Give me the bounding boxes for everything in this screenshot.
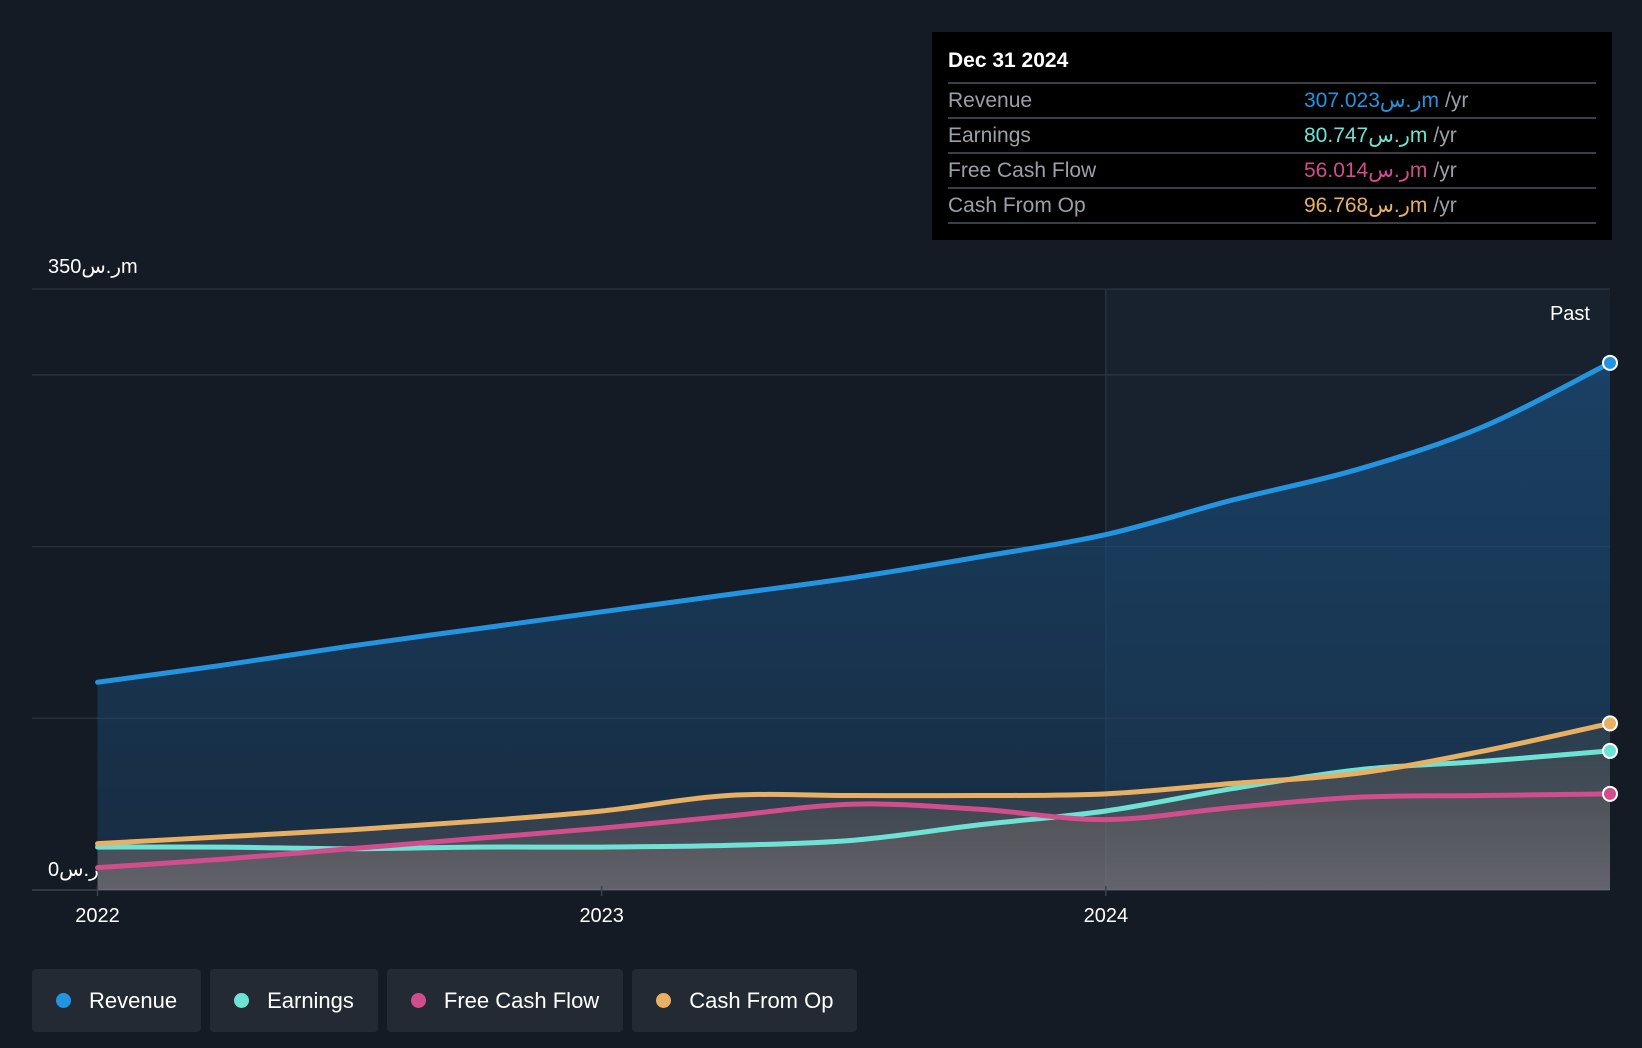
legend-item-free-cash-flow[interactable]: Free Cash Flow	[386, 969, 624, 1032]
legend-item-revenue[interactable]: Revenue	[32, 969, 202, 1032]
tooltip-value: 307.023ر.سm	[1304, 89, 1440, 112]
tooltip-value: 96.768ر.سm	[1304, 194, 1428, 217]
legend-dot-icon	[56, 993, 71, 1008]
tooltip-label: Earnings	[948, 124, 1031, 147]
legend-dot-icon	[410, 993, 426, 1008]
tooltip: Dec 31 2024 Revenue 307.023ر.سm /yr Earn…	[932, 32, 1612, 240]
series-end-markers	[1602, 354, 1618, 802]
legend-label: Cash From Op	[689, 987, 834, 1013]
area-revenue	[97, 362, 1611, 890]
tooltip-label: Free Cash Flow	[948, 159, 1097, 182]
line-free-cash-flow	[95, 791, 1613, 871]
tooltip-row-free-cash-flow: Free Cash Flow 56.014ر.سm /yr	[948, 154, 1596, 189]
tooltip-value: 56.014ر.سm	[1304, 159, 1428, 182]
tooltip-unit: /yr	[1433, 124, 1457, 147]
end-marker-revenue	[1602, 354, 1618, 371]
legend-dot-icon	[656, 993, 672, 1008]
past-label: Past	[1550, 303, 1590, 325]
axes: 2022 2023 2024 350ر.سm 0ر.س	[48, 256, 1128, 927]
legend-item-earnings[interactable]: Earnings	[210, 969, 378, 1032]
series-lines	[95, 360, 1613, 871]
y-tick-label: 350ر.سm	[48, 256, 138, 278]
y-tick-label: 0ر.س	[48, 859, 99, 881]
end-marker-cash-from-op	[1602, 715, 1618, 732]
legend-label: Earnings	[267, 987, 354, 1013]
tooltip-unit: /yr	[1433, 194, 1457, 217]
line-revenue	[95, 360, 1613, 685]
legend-item-cash-from-op[interactable]: Cash From Op	[632, 969, 858, 1032]
tooltip-date: Dec 31 2024	[948, 46, 1596, 84]
tooltip-row-revenue: Revenue 307.023ر.سm /yr	[948, 84, 1596, 119]
legend: Revenue Earnings Free Cash Flow Cash Fro…	[32, 969, 858, 1032]
end-marker-earnings	[1602, 742, 1618, 759]
x-tick-label: 2024	[1084, 905, 1129, 927]
tooltip-unit: /yr	[1433, 159, 1457, 182]
tooltip-row-cash-from-op: Cash From Op 96.768ر.سm /yr	[948, 189, 1596, 224]
legend-dot-icon	[234, 993, 250, 1008]
end-marker-free-cash-flow	[1602, 785, 1618, 802]
tooltip-label: Revenue	[948, 89, 1033, 112]
x-tick-label: 2022	[75, 905, 120, 927]
tooltip-unit: /yr	[1445, 89, 1469, 112]
line-cash-from-op	[95, 720, 1613, 847]
x-tick-label: 2023	[579, 905, 624, 927]
tooltip-value: 80.747ر.سm	[1304, 124, 1428, 147]
tooltip-row-earnings: Earnings 80.747ر.سm /yr	[948, 119, 1596, 154]
tooltip-label: Cash From Op	[948, 194, 1086, 217]
legend-label: Free Cash Flow	[443, 987, 600, 1013]
legend-label: Revenue	[89, 987, 178, 1013]
